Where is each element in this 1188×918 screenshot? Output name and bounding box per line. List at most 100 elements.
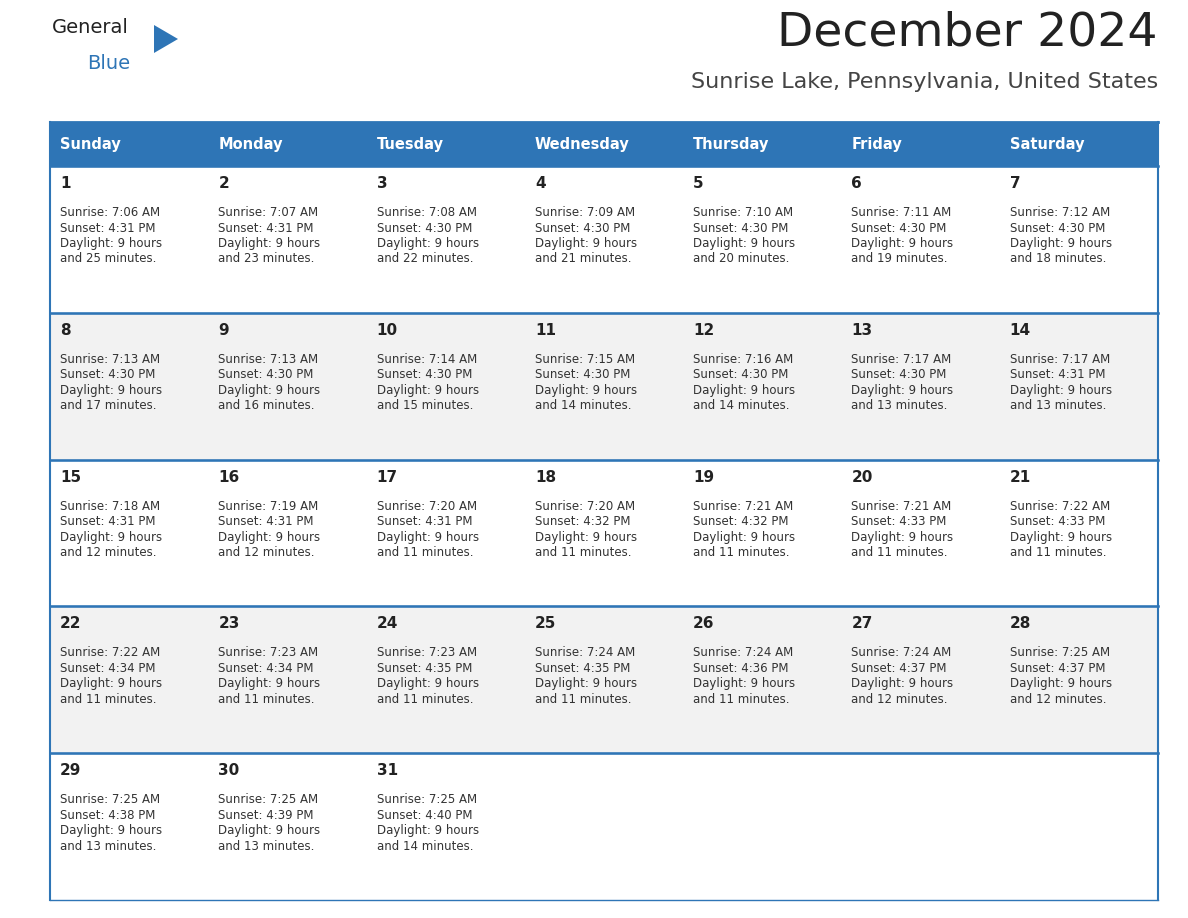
Text: Sunset: 4:32 PM: Sunset: 4:32 PM [535, 515, 631, 528]
Text: Blue: Blue [87, 54, 131, 73]
Text: Daylight: 9 hours: Daylight: 9 hours [693, 677, 795, 690]
Text: Daylight: 9 hours: Daylight: 9 hours [1010, 237, 1112, 250]
Text: Daylight: 9 hours: Daylight: 9 hours [61, 237, 162, 250]
Text: 18: 18 [535, 470, 556, 485]
Text: Daylight: 9 hours: Daylight: 9 hours [852, 384, 954, 397]
Text: 21: 21 [1010, 470, 1031, 485]
Text: Sunrise: 7:22 AM: Sunrise: 7:22 AM [61, 646, 160, 659]
Text: Daylight: 9 hours: Daylight: 9 hours [377, 237, 479, 250]
Text: 20: 20 [852, 470, 873, 485]
Text: Monday: Monday [219, 137, 283, 151]
Text: 5: 5 [693, 176, 703, 191]
Text: Sunrise: 7:24 AM: Sunrise: 7:24 AM [535, 646, 636, 659]
Bar [683, 122, 841, 166]
Text: Friday: Friday [852, 137, 902, 151]
Text: Daylight: 9 hours: Daylight: 9 hours [61, 384, 162, 397]
Text: Sunset: 4:31 PM: Sunset: 4:31 PM [61, 515, 156, 528]
Text: Sunrise: 7:08 AM: Sunrise: 7:08 AM [377, 206, 476, 219]
Text: Thursday: Thursday [693, 137, 770, 151]
Text: Sunrise: 7:21 AM: Sunrise: 7:21 AM [693, 499, 794, 512]
Text: Sunset: 4:35 PM: Sunset: 4:35 PM [535, 662, 630, 675]
Polygon shape [154, 25, 178, 53]
Text: Sunset: 4:39 PM: Sunset: 4:39 PM [219, 809, 314, 822]
Text: Sunrise: 7:06 AM: Sunrise: 7:06 AM [61, 206, 160, 219]
Text: and 11 minutes.: and 11 minutes. [377, 693, 473, 706]
Text: and 22 minutes.: and 22 minutes. [377, 252, 473, 265]
Text: Sunset: 4:31 PM: Sunset: 4:31 PM [377, 515, 472, 528]
Text: General: General [52, 18, 128, 37]
Text: 31: 31 [377, 763, 398, 778]
Text: and 25 minutes.: and 25 minutes. [61, 252, 157, 265]
Text: and 15 minutes.: and 15 minutes. [377, 399, 473, 412]
Text: Daylight: 9 hours: Daylight: 9 hours [377, 531, 479, 543]
Text: Daylight: 9 hours: Daylight: 9 hours [377, 384, 479, 397]
Text: Sunset: 4:31 PM: Sunset: 4:31 PM [219, 221, 314, 234]
Text: 6: 6 [852, 176, 862, 191]
Text: 27: 27 [852, 616, 873, 632]
Text: Daylight: 9 hours: Daylight: 9 hours [693, 531, 795, 543]
Text: Sunrise: 7:14 AM: Sunrise: 7:14 AM [377, 353, 476, 365]
Text: Daylight: 9 hours: Daylight: 9 hours [219, 237, 321, 250]
Text: Daylight: 9 hours: Daylight: 9 hours [219, 824, 321, 837]
Text: Sunrise: 7:11 AM: Sunrise: 7:11 AM [852, 206, 952, 219]
Text: 28: 28 [1010, 616, 1031, 632]
Text: Sunrise: 7:12 AM: Sunrise: 7:12 AM [1010, 206, 1110, 219]
Text: Sunrise: 7:24 AM: Sunrise: 7:24 AM [693, 646, 794, 659]
Text: 19: 19 [693, 470, 714, 485]
Text: and 11 minutes.: and 11 minutes. [219, 693, 315, 706]
Text: 25: 25 [535, 616, 556, 632]
Text: Daylight: 9 hours: Daylight: 9 hours [219, 677, 321, 690]
Bar [50, 166, 1158, 313]
Bar [1000, 122, 1158, 166]
Text: Sunset: 4:31 PM: Sunset: 4:31 PM [61, 221, 156, 234]
Text: and 11 minutes.: and 11 minutes. [693, 546, 790, 559]
Text: Daylight: 9 hours: Daylight: 9 hours [377, 824, 479, 837]
Text: Sunrise: 7:25 AM: Sunrise: 7:25 AM [1010, 646, 1110, 659]
Text: and 19 minutes.: and 19 minutes. [852, 252, 948, 265]
Bar [367, 122, 525, 166]
Text: and 12 minutes.: and 12 minutes. [1010, 693, 1106, 706]
Text: Wednesday: Wednesday [535, 137, 630, 151]
Text: and 13 minutes.: and 13 minutes. [61, 840, 157, 853]
Text: Sunday: Sunday [61, 137, 121, 151]
Text: 3: 3 [377, 176, 387, 191]
Text: and 12 minutes.: and 12 minutes. [852, 693, 948, 706]
Text: Sunset: 4:30 PM: Sunset: 4:30 PM [61, 368, 156, 381]
Text: and 14 minutes.: and 14 minutes. [693, 399, 790, 412]
Text: Sunrise: 7:18 AM: Sunrise: 7:18 AM [61, 499, 160, 512]
Text: Sunset: 4:40 PM: Sunset: 4:40 PM [377, 809, 472, 822]
Text: Daylight: 9 hours: Daylight: 9 hours [535, 531, 637, 543]
Text: Sunset: 4:30 PM: Sunset: 4:30 PM [693, 221, 789, 234]
Text: Daylight: 9 hours: Daylight: 9 hours [852, 237, 954, 250]
Text: Sunset: 4:30 PM: Sunset: 4:30 PM [377, 368, 472, 381]
Text: 26: 26 [693, 616, 715, 632]
Text: and 17 minutes.: and 17 minutes. [61, 399, 157, 412]
Text: and 11 minutes.: and 11 minutes. [61, 693, 157, 706]
Text: and 18 minutes.: and 18 minutes. [1010, 252, 1106, 265]
Text: Daylight: 9 hours: Daylight: 9 hours [377, 677, 479, 690]
Text: 30: 30 [219, 763, 240, 778]
Text: Sunset: 4:38 PM: Sunset: 4:38 PM [61, 809, 156, 822]
Text: and 11 minutes.: and 11 minutes. [852, 546, 948, 559]
Text: Daylight: 9 hours: Daylight: 9 hours [852, 677, 954, 690]
Text: and 14 minutes.: and 14 minutes. [377, 840, 473, 853]
Text: Sunset: 4:30 PM: Sunset: 4:30 PM [852, 221, 947, 234]
Bar [50, 460, 1158, 607]
Text: and 14 minutes.: and 14 minutes. [535, 399, 631, 412]
Text: Daylight: 9 hours: Daylight: 9 hours [535, 384, 637, 397]
Text: 9: 9 [219, 323, 229, 338]
Bar [841, 122, 1000, 166]
Text: Daylight: 9 hours: Daylight: 9 hours [1010, 677, 1112, 690]
Text: 22: 22 [61, 616, 82, 632]
Text: and 13 minutes.: and 13 minutes. [219, 840, 315, 853]
Bar [208, 122, 367, 166]
Text: Sunset: 4:36 PM: Sunset: 4:36 PM [693, 662, 789, 675]
Bar [50, 313, 1158, 460]
Text: Daylight: 9 hours: Daylight: 9 hours [535, 677, 637, 690]
Text: 4: 4 [535, 176, 545, 191]
Text: Sunrise: 7:25 AM: Sunrise: 7:25 AM [219, 793, 318, 806]
Text: Sunset: 4:34 PM: Sunset: 4:34 PM [219, 662, 314, 675]
Text: 24: 24 [377, 616, 398, 632]
Text: and 20 minutes.: and 20 minutes. [693, 252, 790, 265]
Text: Daylight: 9 hours: Daylight: 9 hours [219, 531, 321, 543]
